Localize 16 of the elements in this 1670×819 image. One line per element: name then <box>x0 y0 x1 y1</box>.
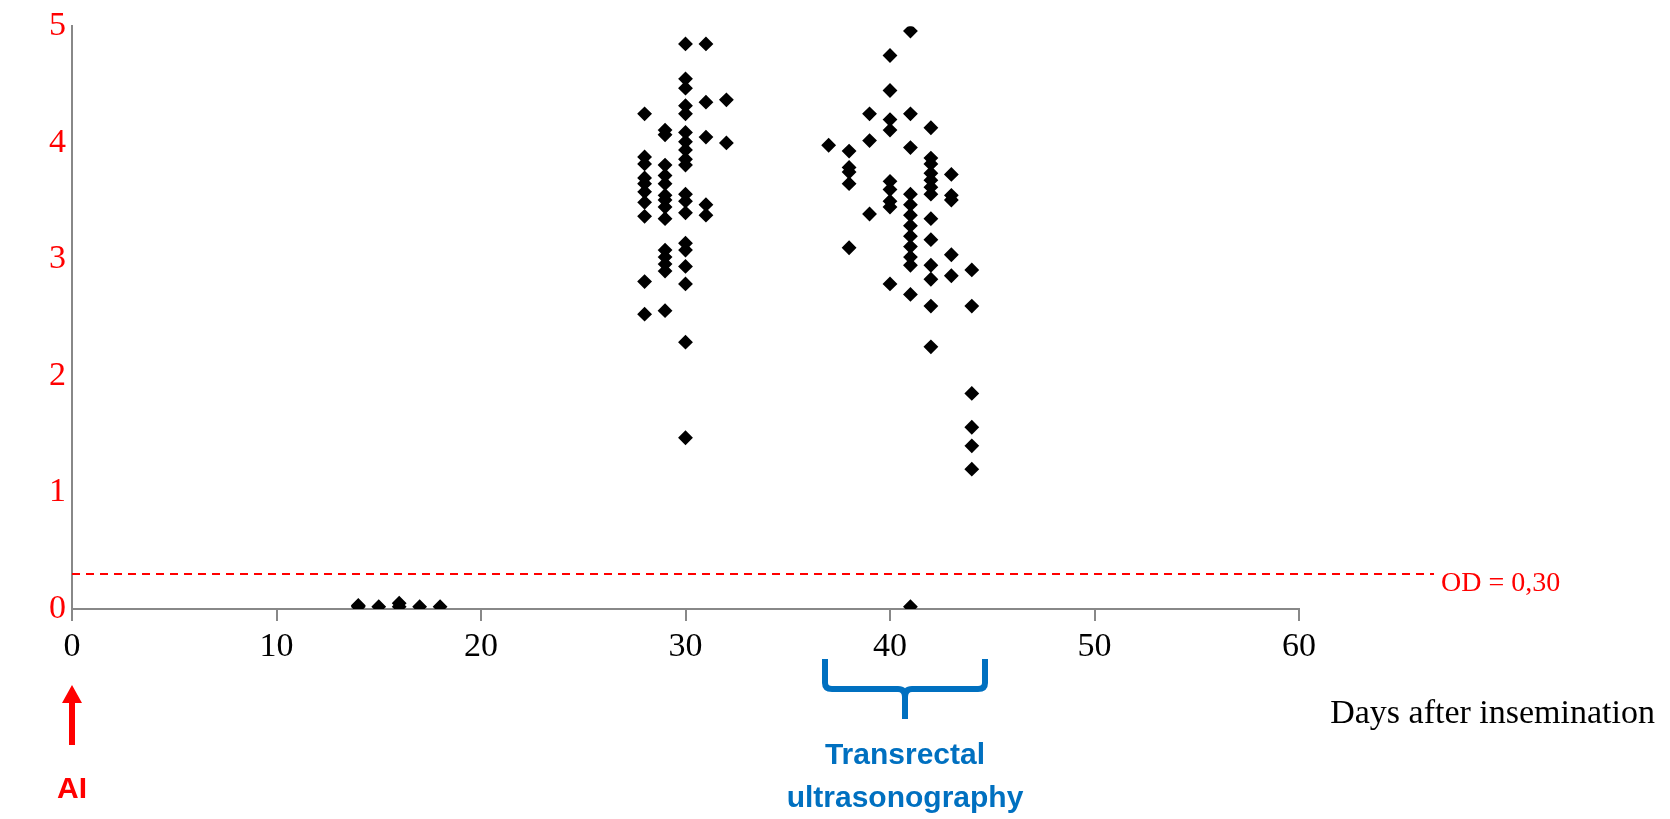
text: Transrectal ultrasonography <box>785 736 1025 815</box>
x-tick-label: 30 <box>668 626 703 664</box>
x-tick-label: 20 <box>464 626 498 664</box>
x-tick-label: 60 <box>1282 626 1316 664</box>
x-tick-label: 40 <box>873 626 907 664</box>
y-tick-label: 0 <box>49 587 66 625</box>
y-tick-label: 4 <box>49 121 66 159</box>
y-tick-label: 1 <box>49 471 66 509</box>
y-tick-label: 3 <box>49 238 66 276</box>
x-tick-label: 10 <box>259 626 294 664</box>
ref-line-label: OD = 0,30 <box>1441 566 1561 598</box>
y-tick-label: 5 <box>49 5 66 43</box>
x-axis-title: Days after insemination <box>1330 692 1655 730</box>
text: AI <box>56 770 88 806</box>
y-tick-label: 2 <box>49 354 66 392</box>
x-tick-label: 50 <box>1077 626 1112 664</box>
